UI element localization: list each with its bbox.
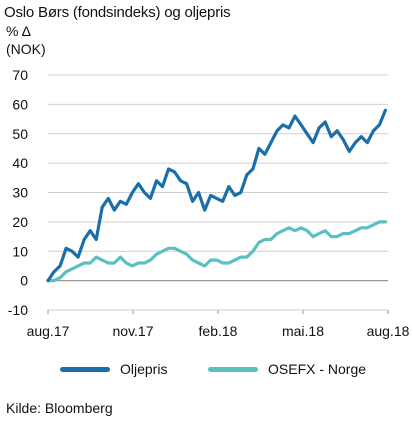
y-tick-label: 60 bbox=[12, 96, 28, 112]
unit-label-currency: (NOK) bbox=[6, 41, 46, 57]
series-line-osefx bbox=[46, 220, 387, 283]
gridlines bbox=[48, 74, 388, 311]
y-tick-label: -10 bbox=[8, 302, 28, 318]
legend-item-osefx: OSEFX - Norge bbox=[208, 359, 366, 379]
y-tick-label: 40 bbox=[12, 155, 28, 171]
y-tick-label: 20 bbox=[12, 214, 28, 230]
y-tick-label: 70 bbox=[12, 67, 28, 83]
y-axis: -10 0 10 20 30 40 50 60 70 bbox=[8, 67, 28, 318]
x-tick-label: mai.18 bbox=[282, 323, 324, 339]
y-tick-label: 10 bbox=[12, 243, 28, 259]
unit-label-percent: % Δ bbox=[6, 23, 31, 39]
legend-swatch-oljepris bbox=[60, 366, 110, 372]
chart-title: Oslo Børs (fondsindeks) og oljepris bbox=[4, 4, 231, 21]
x-tick-label: feb.18 bbox=[199, 323, 238, 339]
legend-swatch-osefx bbox=[208, 366, 258, 372]
source-note: Kilde: Bloomberg bbox=[6, 400, 113, 416]
x-tick-label: aug.17 bbox=[27, 323, 70, 339]
plot-series bbox=[46, 108, 387, 283]
y-tick-label: 0 bbox=[20, 273, 28, 289]
x-tick-label: nov.17 bbox=[113, 323, 154, 339]
y-tick-label: 30 bbox=[12, 185, 28, 201]
legend-label-osefx: OSEFX - Norge bbox=[268, 361, 367, 377]
legend-item-oljepris: Oljepris bbox=[60, 359, 167, 379]
x-axis: aug.17 nov.17 feb.18 mai.18 aug.18 bbox=[27, 310, 410, 339]
y-tick-label: 50 bbox=[12, 126, 28, 142]
x-tick-label: aug.18 bbox=[367, 323, 410, 339]
series-line-oljepris bbox=[46, 108, 387, 283]
legend-label-oljepris: Oljepris bbox=[120, 361, 168, 377]
